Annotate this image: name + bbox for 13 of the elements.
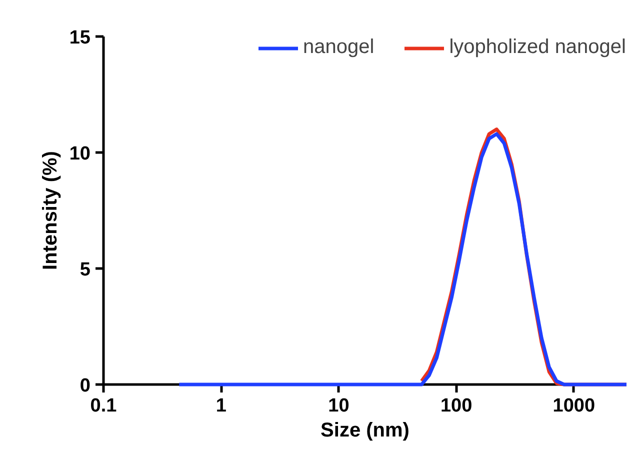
x-axis-title: Size (nm) [320,420,410,442]
legend-label: lyopholized nanogel [449,36,626,59]
y-tick-label: 10 [69,144,91,164]
y-tick-label: 15 [69,28,91,48]
y-tick-label: 5 [80,260,91,280]
x-tick-label: 100 [440,396,472,416]
x-tick-label: 0.1 [90,396,118,416]
x-tick-label: 1000 [552,396,596,416]
x-tick-label: 10 [328,396,350,416]
y-tick-label: 0 [80,376,91,396]
y-axis-title: Intensity (%) [39,151,62,270]
x-tick-label: 1 [216,396,227,416]
legend-label: nanogel [303,36,374,59]
